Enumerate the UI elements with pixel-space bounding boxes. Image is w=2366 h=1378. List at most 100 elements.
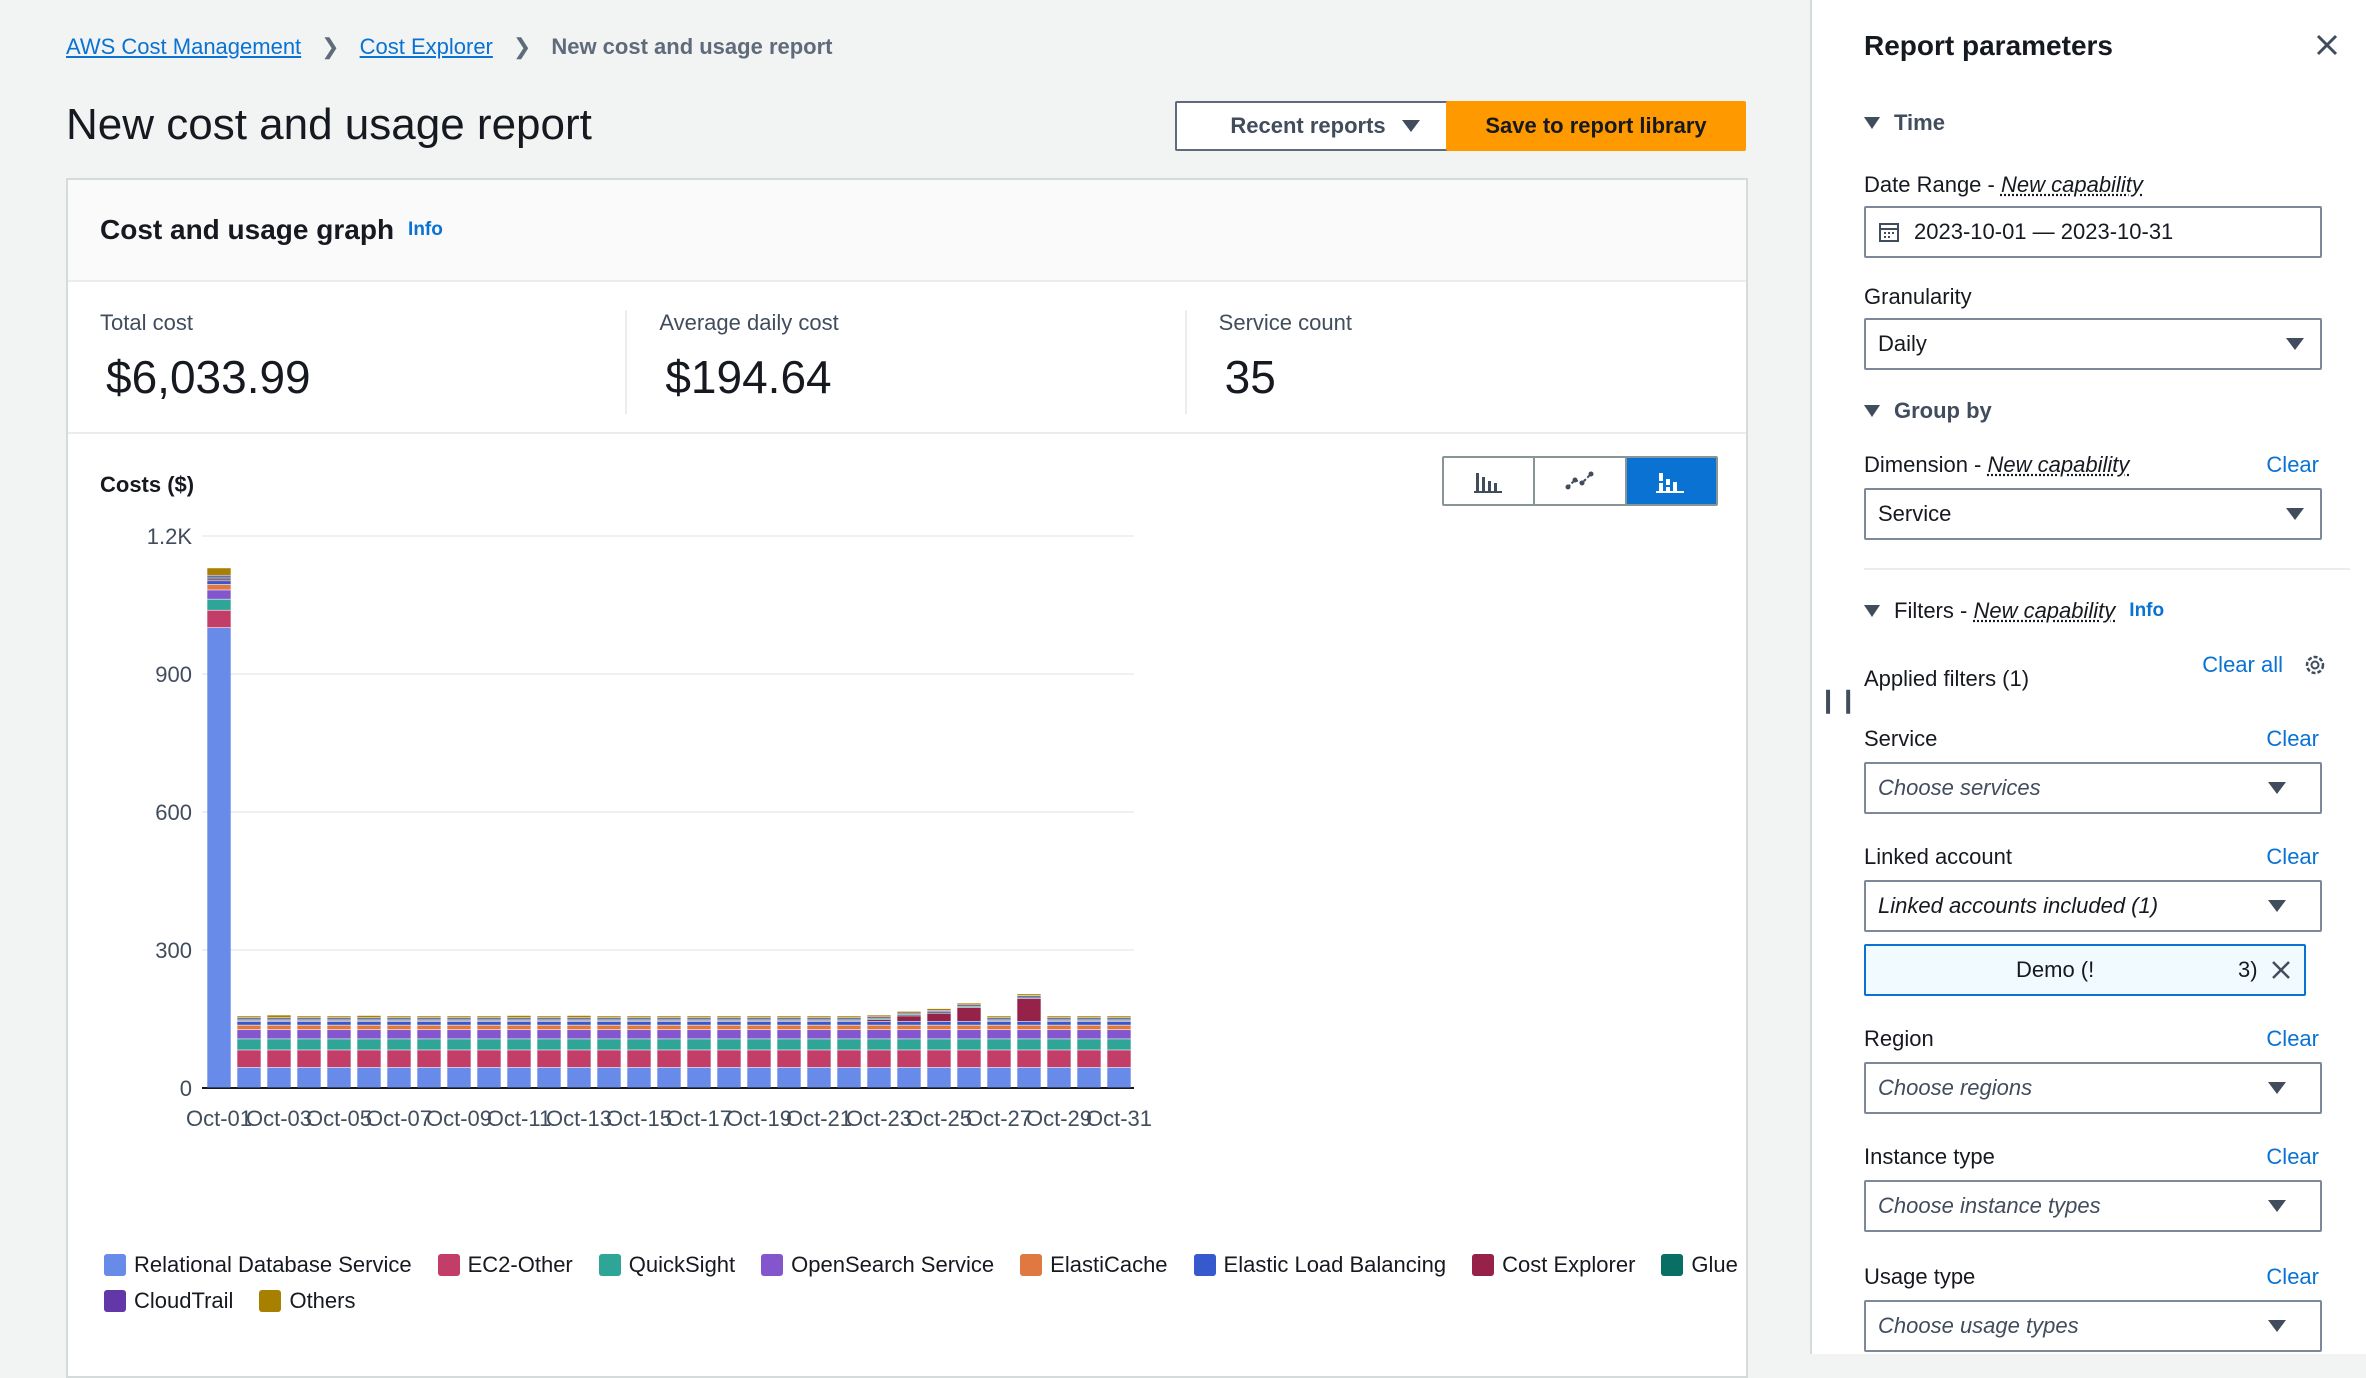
legend-item[interactable]: EC2-Other [438,1252,573,1278]
bar-segment [387,1050,410,1067]
legend-item[interactable]: QuickSight [599,1252,735,1278]
bar-segment [297,1050,320,1067]
bar-segment [267,1068,290,1088]
bar-segment [717,1039,740,1049]
legend-swatch [1472,1254,1494,1276]
legend-item[interactable]: OpenSearch Service [761,1252,994,1278]
legend-item[interactable]: Others [259,1288,355,1314]
close-icon[interactable] [2312,30,2342,60]
bar-segment [687,1068,710,1088]
instance-type-select[interactable]: Choose instance types [1864,1180,2322,1232]
x-tick-label: Oct-05 [306,1106,372,1131]
caret-down-icon [2268,1200,2286,1212]
bar-segment [387,1022,410,1025]
legend-item[interactable]: CloudTrail [104,1288,233,1314]
instance-type-placeholder: Choose instance types [1878,1193,2101,1219]
legend-item[interactable]: Elastic Load Balancing [1194,1252,1447,1278]
granularity-select[interactable]: Daily [1864,318,2322,370]
legend-item[interactable]: Cost Explorer [1472,1252,1635,1278]
dimension-select[interactable]: Service [1864,488,2322,540]
page-title: New cost and usage report [66,100,592,150]
date-range-label-text: Date Range [1864,172,1981,197]
bar-segment [297,1016,320,1017]
bar-segment [1047,1018,1070,1019]
service-clear-link[interactable]: Clear [1813,726,2319,752]
bar-segment [477,1016,500,1017]
bar-segment [597,1050,620,1067]
bar-segment [957,1003,980,1004]
dimension-clear-link[interactable]: Clear [1813,452,2319,478]
bar-segment [867,1017,890,1018]
breadcrumb-cost-explorer[interactable]: Cost Explorer [360,34,493,60]
legend-item[interactable]: Relational Database Service [104,1252,412,1278]
bar-segment [987,1068,1010,1088]
filters-section-toggle[interactable]: Filters - New capability Info [1864,598,2164,624]
bar-segment [207,579,230,580]
gear-icon[interactable] [2302,652,2328,678]
bar-segment [537,1030,560,1039]
bar-segment [777,1068,800,1088]
linked-account-select[interactable]: Linked accounts included (1) [1864,880,2322,932]
bar-segment [417,1039,440,1049]
bar-segment [567,1050,590,1067]
bar-segment [627,1022,650,1025]
date-range-picker[interactable]: 2023-10-01 — 2023-10-31 [1864,206,2322,258]
usage-type-select[interactable]: Choose usage types [1864,1300,2322,1352]
average-daily-cost-label: Average daily cost [659,310,1184,336]
bar-segment [747,1019,770,1020]
bar-segment [867,1019,890,1020]
legend-swatch [104,1290,126,1312]
legend-label: ElastiCache [1050,1252,1167,1278]
save-to-library-button[interactable]: Save to report library [1446,101,1746,151]
bar-segment [447,1025,470,1029]
time-section-toggle[interactable]: Time [1864,110,1945,136]
bar-segment [747,1050,770,1067]
bar-segment [567,1030,590,1039]
bar-segment [1017,1022,1040,1025]
x-tick-label: Oct-13 [546,1106,612,1131]
legend-item[interactable]: Glue [1661,1252,1737,1278]
bar-segment [507,1030,530,1039]
cost-usage-card: Cost and usage graph Info Total cost $6,… [66,178,1748,1378]
bar-segment [897,1068,920,1088]
clear-all-link[interactable]: Clear all [1813,652,2283,678]
bar-segment [687,1018,710,1019]
bar-segment [207,585,230,590]
panel-resize-handle[interactable]: ❙❙ [1818,686,1858,715]
legend-item[interactable]: ElastiCache [1020,1252,1167,1278]
bar-segment [747,1016,770,1017]
remove-token-icon[interactable] [2270,959,2292,981]
token-label-left: Demo (! [2016,957,2094,983]
caret-down-icon [2268,782,2286,794]
bar-segment [897,1025,920,1029]
legend-swatch [438,1254,460,1276]
bar-segment [237,1050,260,1067]
region-clear-link[interactable]: Clear [1813,1026,2319,1052]
bar-segment [507,1068,530,1088]
info-link[interactable]: Info [408,219,443,241]
bar-segment [237,1039,260,1049]
legend-label: Glue [1691,1252,1737,1278]
bar-segment [537,1018,560,1019]
bar-segment [327,1030,350,1039]
bar-segment [627,1025,650,1029]
service-filter-select[interactable]: Choose services [1864,762,2322,814]
bar-segment [657,1039,680,1049]
breadcrumb-cost-management[interactable]: AWS Cost Management [66,34,301,60]
group-by-section-toggle[interactable]: Group by [1864,398,1992,424]
instance-type-clear-link[interactable]: Clear [1813,1144,2319,1170]
bar-segment [537,1025,560,1029]
bar-segment [477,1025,500,1029]
recent-reports-button[interactable]: Recent reports [1175,101,1475,151]
bar-segment [627,1050,650,1067]
bar-segment [297,1039,320,1049]
legend-label: OpenSearch Service [791,1252,994,1278]
bar-segment [417,1016,440,1017]
linked-account-clear-link[interactable]: Clear [1813,844,2319,870]
region-select[interactable]: Choose regions [1864,1062,2322,1114]
bar-segment [627,1016,650,1017]
bar-segment [267,1025,290,1029]
bar-segment [957,1068,980,1088]
filters-info-link[interactable]: Info [2129,600,2164,622]
usage-type-clear-link[interactable]: Clear [1813,1264,2319,1290]
